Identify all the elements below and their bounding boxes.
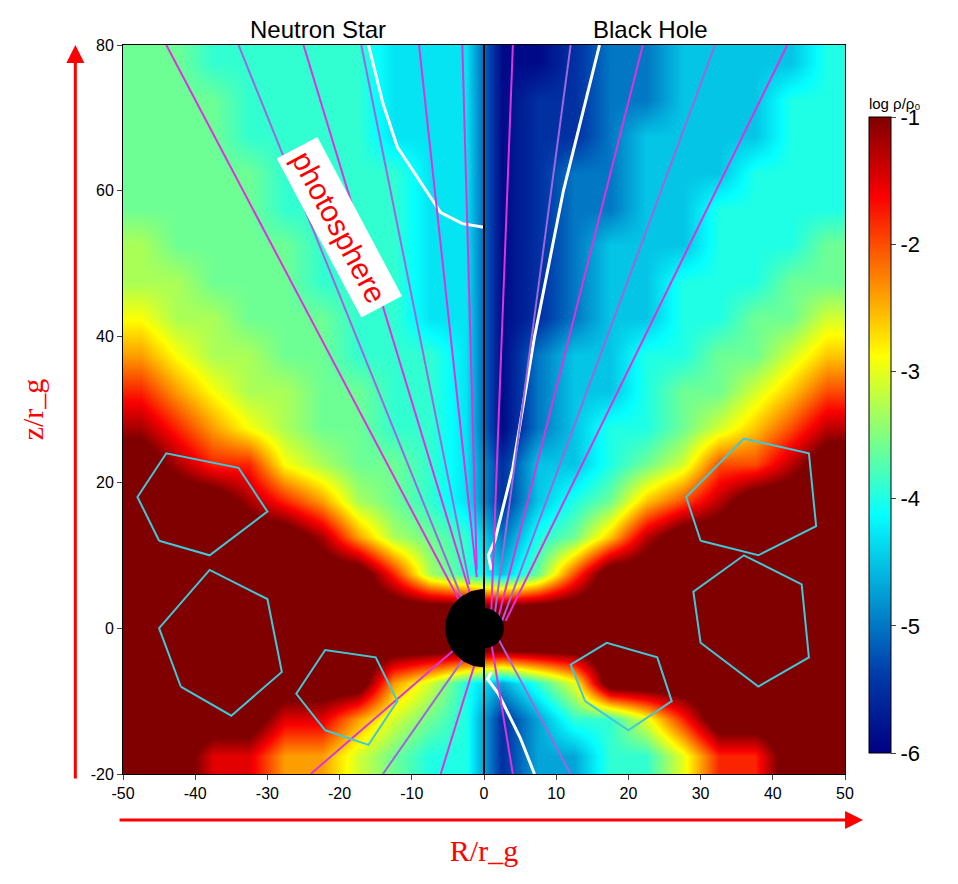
svg-text:-5: -5: [900, 614, 920, 639]
svg-text:-40: -40: [184, 785, 207, 802]
svg-text:-4: -4: [900, 486, 920, 511]
svg-text:Black Hole: Black Hole: [593, 16, 708, 43]
svg-text:-20: -20: [328, 785, 351, 802]
svg-text:-3: -3: [900, 359, 920, 384]
svg-text:30: 30: [692, 785, 710, 802]
svg-text:-6: -6: [900, 741, 920, 766]
svg-text:40: 40: [764, 785, 782, 802]
svg-text:log ρ/ρ₀: log ρ/ρ₀: [869, 95, 921, 112]
svg-text:-20: -20: [91, 766, 114, 783]
svg-text:20: 20: [620, 785, 638, 802]
svg-text:Neutron Star: Neutron Star: [250, 16, 386, 43]
svg-text:50: 50: [836, 785, 854, 802]
svg-text:60: 60: [96, 182, 114, 199]
svg-text:10: 10: [547, 785, 565, 802]
svg-text:-10: -10: [400, 785, 423, 802]
svg-text:R/r_g: R/r_g: [450, 834, 518, 867]
svg-text:photosphere: photosphere: [286, 146, 393, 309]
svg-text:20: 20: [96, 474, 114, 491]
svg-text:80: 80: [96, 37, 114, 54]
svg-text:0: 0: [105, 620, 114, 637]
svg-text:-1: -1: [900, 105, 920, 130]
svg-text:-30: -30: [256, 785, 279, 802]
svg-text:40: 40: [96, 328, 114, 345]
svg-text:-50: -50: [111, 785, 134, 802]
svg-text:0: 0: [480, 785, 489, 802]
svg-text:-2: -2: [900, 232, 920, 257]
svg-text:z/r_g: z/r_g: [16, 379, 49, 441]
